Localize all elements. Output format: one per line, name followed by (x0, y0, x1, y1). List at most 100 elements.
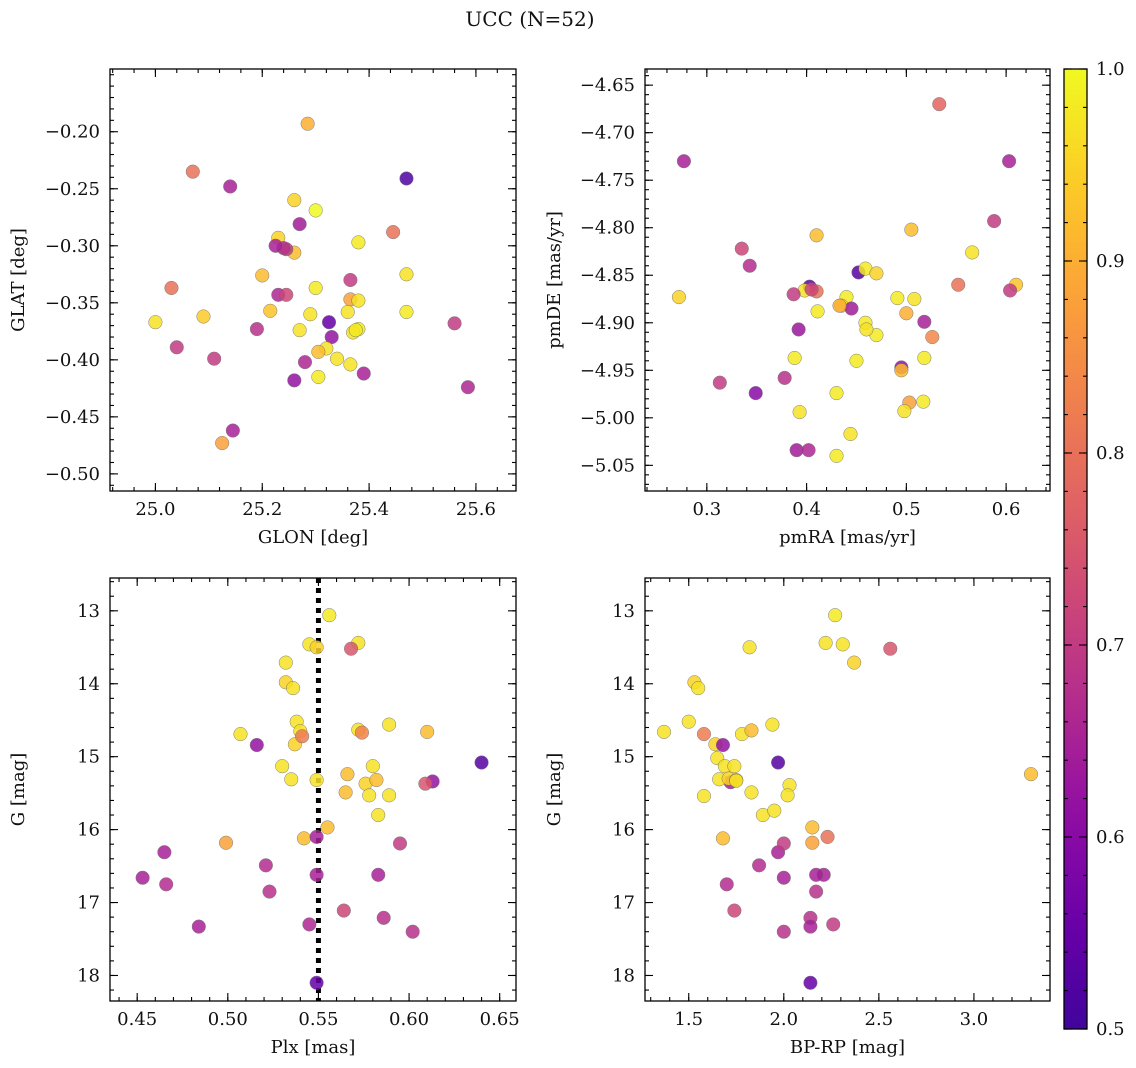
data-point (894, 363, 909, 378)
data-point (338, 785, 353, 800)
y-tick-label: −4.90 (580, 313, 635, 334)
data-point (159, 877, 174, 892)
x-tick-label: 0.60 (389, 1009, 429, 1030)
data-point (752, 858, 767, 873)
data-point (262, 884, 277, 899)
data-point (696, 727, 711, 742)
data-point (777, 370, 792, 385)
data-point (460, 380, 475, 395)
data-point (336, 903, 351, 918)
data-point (286, 681, 301, 696)
data-point (1023, 767, 1039, 782)
x-tick-label: 0.55 (298, 1009, 338, 1030)
data-point (311, 344, 326, 359)
y-axis-label: pmDE [mas/yr] (544, 211, 565, 349)
scatter-points (671, 97, 1024, 463)
data-point (308, 203, 323, 218)
data-point (835, 637, 850, 652)
data-point (275, 759, 290, 774)
data-point (804, 282, 819, 297)
data-point (196, 309, 211, 324)
data-point (809, 867, 824, 882)
data-point (907, 291, 922, 307)
data-point (843, 426, 858, 442)
data-point (300, 116, 315, 131)
data-point (791, 322, 806, 337)
data-point (284, 772, 299, 787)
y-tick-label: 18 (612, 965, 635, 986)
data-point (474, 755, 489, 770)
x-axis-label: BP-RP [mag] (790, 1037, 905, 1058)
y-tick-label: −0.20 (45, 122, 100, 143)
data-point (191, 919, 206, 934)
data-point (371, 807, 386, 823)
data-point (805, 820, 820, 835)
data-point (776, 924, 791, 939)
data-point (382, 717, 397, 732)
data-point (776, 836, 791, 851)
data-point (343, 357, 358, 372)
data-point (287, 373, 302, 388)
y-tick-label: 13 (77, 601, 100, 622)
data-point (223, 179, 238, 194)
x-tick-label: 25.2 (242, 499, 282, 520)
y-tick-label: −4.75 (580, 170, 635, 191)
data-point (218, 835, 234, 850)
data-point (303, 307, 318, 322)
colorbar-tick-label: 0.8 (1096, 443, 1125, 464)
y-tick-label: −0.40 (45, 350, 100, 371)
data-point (932, 97, 947, 112)
y-tick-label: 14 (77, 674, 100, 695)
y-tick-label: −4.65 (580, 75, 635, 96)
plot-frame (644, 68, 1051, 492)
data-point (399, 304, 414, 319)
data-point (365, 759, 380, 774)
y-tick-label: 14 (612, 674, 635, 695)
data-point (309, 867, 324, 882)
data-point (826, 917, 841, 932)
data-point (369, 772, 384, 788)
x-tick-label: 3.0 (960, 1009, 989, 1030)
data-point (744, 785, 759, 800)
plot-frame (109, 577, 517, 1002)
x-tick-label: 0.4 (792, 499, 821, 520)
data-point (805, 835, 820, 850)
data-point (715, 737, 731, 753)
data-point (351, 235, 366, 250)
panel-1: 25.0 25.2 25.4 25.6 −0.50 −0.45 −0.40 −0.35 −0.3… (8, 68, 517, 548)
data-point (340, 304, 355, 319)
data-point (715, 831, 731, 846)
data-point (712, 375, 727, 390)
data-point (671, 290, 686, 305)
y-tick-label: 13 (612, 601, 635, 622)
data-point (268, 238, 283, 253)
data-point (148, 315, 163, 330)
y-tick-label: −0.35 (45, 293, 100, 314)
data-point (225, 423, 240, 438)
data-point (776, 870, 791, 885)
y-tick-label: 15 (77, 747, 100, 768)
data-point (734, 241, 749, 256)
x-axis-label: Plx [mas] (271, 1037, 356, 1058)
plot-frame (109, 68, 517, 492)
data-point (255, 268, 270, 283)
y-tick-label: −4.70 (580, 123, 635, 144)
data-point (765, 717, 780, 732)
data-point (399, 171, 414, 186)
data-point (279, 287, 294, 302)
data-point (356, 366, 371, 381)
data-point (742, 640, 757, 655)
y-tick-label: −5.05 (580, 455, 635, 476)
data-point (917, 350, 932, 365)
y-tick-label: 16 (612, 820, 635, 841)
data-point (748, 386, 763, 401)
data-point (386, 225, 401, 240)
data-point (302, 917, 317, 932)
data-point (917, 314, 932, 329)
y-tick-label: 17 (612, 893, 635, 914)
data-point (309, 640, 324, 655)
data-point (392, 836, 408, 851)
x-tick-label: 0.5 (892, 499, 921, 520)
data-point (322, 608, 337, 623)
x-tick-label: 0.6 (992, 499, 1021, 520)
